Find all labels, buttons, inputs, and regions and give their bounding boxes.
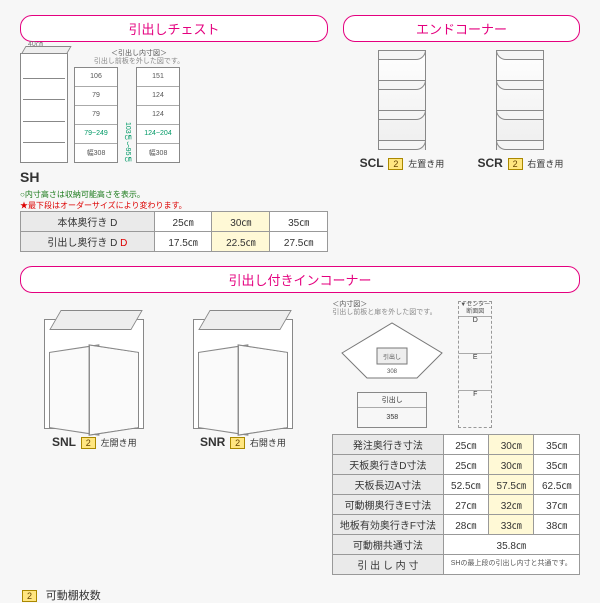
table-row: 引 出 し 内 寸SHの最上段の引出し内寸と共通です。 (333, 554, 580, 574)
badge-icon: 2 (81, 437, 96, 449)
scl-wrap: SCL 2 左置き用 (360, 50, 445, 170)
scr-use: 右置き用 (527, 159, 563, 169)
header-incorner: 引出し付きインコーナー (20, 266, 580, 293)
table-row: 天板長辺A寸法52.5㎝57.5㎝62.5㎝ (333, 474, 580, 494)
row-label: 引出し奥行き D (47, 238, 117, 249)
table-row: 地板有効奥行きF寸法28㎝33㎝38㎝ (333, 514, 580, 534)
chest-spec-table: 本体奥行き D 25㎝ 30㎝ 35㎝ 引出し奥行き D D 17.5㎝ 22.… (20, 211, 328, 252)
model-sh: SH (20, 169, 328, 185)
note-red: ★最下段はオーダーサイズにより変わります。 (20, 200, 328, 211)
front-small-diagram: 引出し 358 (357, 392, 427, 428)
header-endcorner: エンドコーナー (343, 15, 580, 42)
snr-use: 右開き用 (250, 438, 286, 448)
section-endcorner: エンドコーナー SCL 2 左置き用 (343, 15, 580, 252)
table-row: 引出し奥行き D D 17.5㎝ 22.5㎝ 27.5㎝ (21, 231, 328, 251)
model-scr: SCR (477, 156, 502, 170)
height-range-2: 103㎝〜95㎝ (122, 122, 132, 162)
interior-title-2: ＜内寸図＞ (332, 301, 452, 309)
legend: 2 可動棚枚数 (20, 587, 101, 603)
interior-diagrams-wrap: ＜引出し内寸図＞ 引出し前板を外した図です。 106 79 79 79~249 … (74, 50, 204, 163)
table-row: 天板奥行きD寸法25㎝30㎝35㎝ (333, 454, 580, 474)
scr-wrap: SCR 2 右置き用 (477, 50, 563, 170)
interior-note: 引出し前板を外した図です。 (74, 58, 204, 66)
scl-shelf (378, 50, 426, 150)
endcorner-diagrams: SCL 2 左置き用 SCR 2 右置き用 (343, 50, 580, 170)
snl-diagram (44, 319, 144, 429)
row-label: 本体奥行き D (21, 211, 155, 231)
model-snr: SNR (200, 435, 225, 449)
interior-diagram-1: 106 79 79 79~249 幅308 (74, 67, 118, 163)
scl-label-row: SCL 2 左置き用 (360, 156, 445, 170)
incorner-spec-table: 発注奥行き寸法25㎝30㎝35㎝ 天板奥行きD寸法25㎝30㎝35㎝ 天板長辺A… (332, 434, 580, 575)
incorner-specs: ＜内寸図＞ 引出し前板と扉を外した図です。 引出し 308 引出し 358 (332, 301, 580, 575)
model-scl: SCL (360, 156, 384, 170)
chest-cabinet (20, 53, 68, 163)
chest-cabinet-wrap: 40㎝ 94㎝〜77㎝ (20, 53, 68, 163)
snr-wrap: SNR 2 右開き用 (193, 319, 293, 449)
chest-diagrams: 40㎝ 94㎝〜77㎝ ＜引出し内寸図＞ 引出し前板を外した図です。 106 (20, 50, 328, 163)
section-chest: 引出しチェスト 40㎝ 94㎝〜77㎝ ＜引出し内寸図＞ 引出し前板を外した図で… (20, 15, 328, 252)
header-chest: 引出しチェスト (20, 15, 328, 42)
top-view-diagram: 引出し 308 (332, 318, 452, 388)
table-row: 可動棚奥行きE寸法27㎝32㎝37㎝ (333, 494, 580, 514)
row-top: 引出しチェスト 40㎝ 94㎝〜77㎝ ＜引出し内寸図＞ 引出し前板を外した図で… (20, 15, 580, 252)
interior-diagram-2: 151 124 124 124~204 幅308 (136, 67, 180, 163)
section-view: ▼センター断面図 D E F (458, 301, 492, 428)
note-green: ○内寸高さは収納可能高さを表示。 (20, 189, 328, 200)
table-row: 本体奥行き D 25㎝ 30㎝ 35㎝ (21, 211, 328, 231)
row-bottom: 引出し付きインコーナー SNL 2 左開き用 (20, 266, 580, 575)
table-row: 可動棚共通寸法35.8㎝ (333, 534, 580, 554)
snl-use: 左開き用 (101, 438, 137, 448)
incorner-diagrams: SNL 2 左開き用 SNR 2 右開き用 (20, 301, 317, 575)
scr-label-row: SCR 2 右置き用 (477, 156, 563, 170)
snl-label-row: SNL 2 左開き用 (44, 435, 144, 449)
snr-label-row: SNR 2 右開き用 (193, 435, 293, 449)
scl-use: 左置き用 (408, 159, 444, 169)
top-view-wrap: ＜内寸図＞ 引出し前板と扉を外した図です。 引出し 308 引出し 358 (332, 301, 452, 428)
badge-icon: 2 (230, 437, 245, 449)
svg-text:308: 308 (387, 369, 398, 375)
badge-icon: 2 (508, 158, 523, 170)
snl-wrap: SNL 2 左開き用 (44, 319, 144, 449)
scr-shelf (496, 50, 544, 150)
model-snl: SNL (52, 435, 76, 449)
table-row: 発注奥行き寸法25㎝30㎝35㎝ (333, 434, 580, 454)
drawer-label: 引出し (383, 353, 401, 361)
interior-note-2: 引出し前板と扉を外した図です。 (332, 309, 452, 317)
snr-diagram (193, 319, 293, 429)
badge-icon: 2 (388, 158, 403, 170)
incorner-content: SNL 2 左開き用 SNR 2 右開き用 (20, 301, 580, 575)
